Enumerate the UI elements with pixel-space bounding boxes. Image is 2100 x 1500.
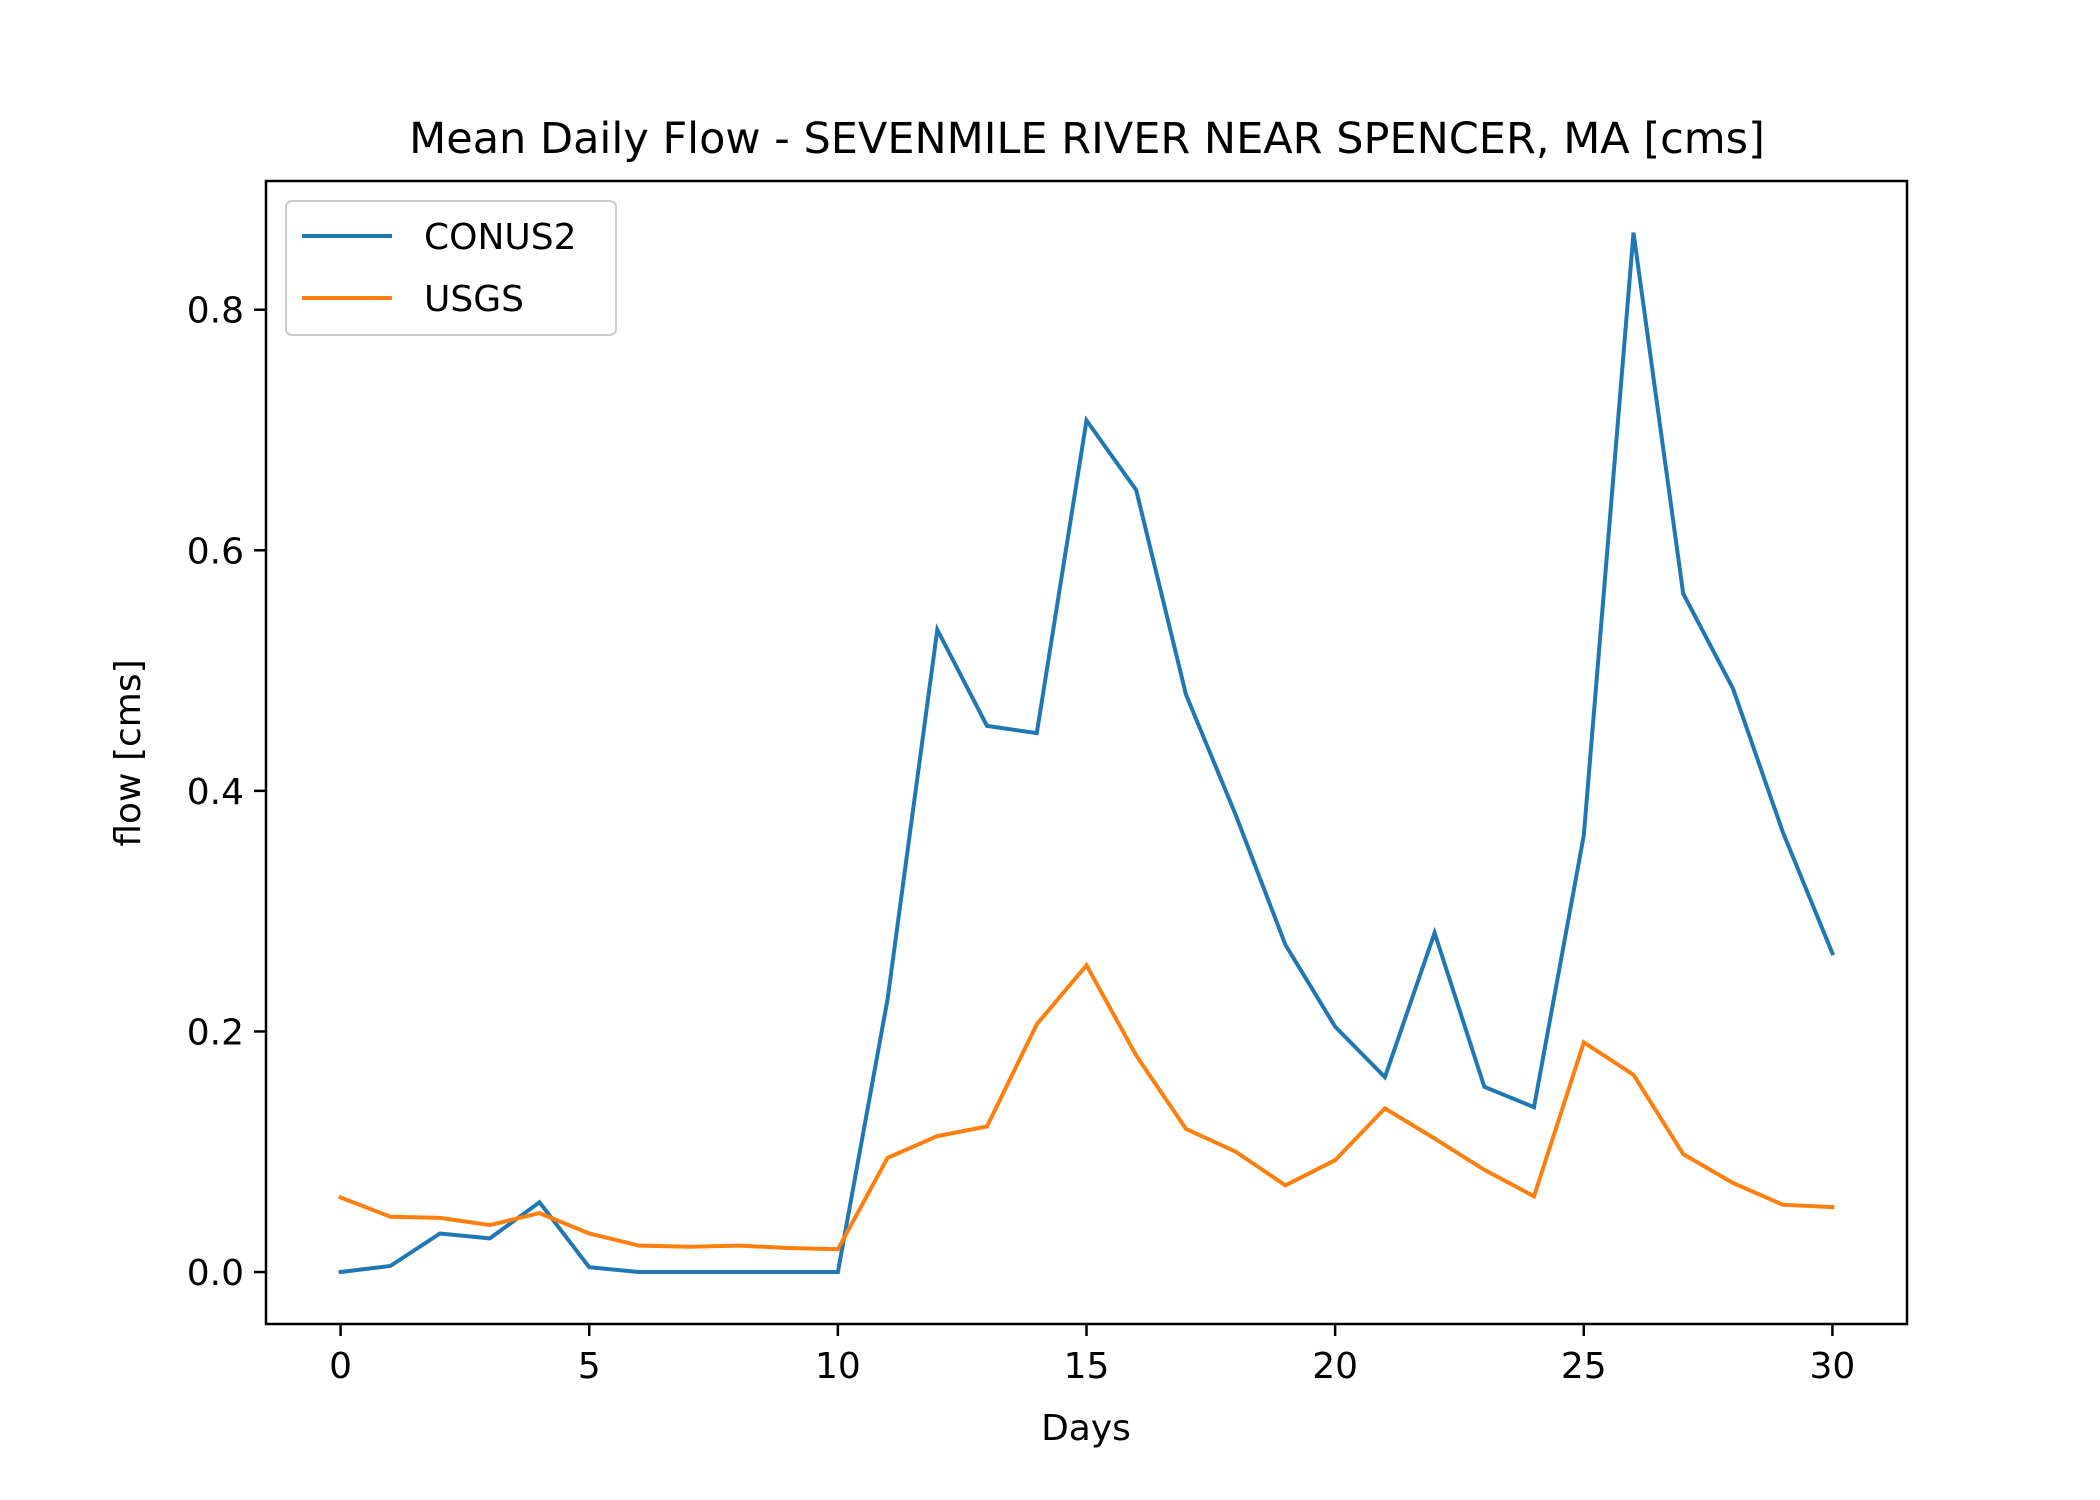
y-tick-label: 0.4 <box>187 772 244 813</box>
x-tick-label: 15 <box>1064 1346 1110 1387</box>
series-line-conus2 <box>338 232 1836 1275</box>
y-tick-label: 0.2 <box>187 1012 244 1053</box>
legend-label-conus2: CONUS2 <box>424 217 577 258</box>
y-tick-label: 0.6 <box>187 531 244 572</box>
chart-title: Mean Daily Flow - SEVENMILE RIVER NEAR S… <box>409 114 1765 164</box>
x-tick-label: 25 <box>1561 1346 1607 1387</box>
x-tick-label: 10 <box>815 1346 861 1387</box>
series-line-usgs <box>338 961 1835 1252</box>
x-tick-label: 5 <box>578 1346 601 1387</box>
plot-area-frame <box>264 179 1909 1326</box>
legend: CONUS2 USGS <box>285 200 617 336</box>
legend-label-usgs: USGS <box>424 279 524 320</box>
x-tick-label: 20 <box>1312 1346 1358 1387</box>
y-tick-label: 0.8 <box>187 291 244 332</box>
x-tick-label: 0 <box>329 1346 352 1387</box>
x-axis-label: Days <box>1041 1408 1131 1449</box>
x-tick-label: 30 <box>1810 1346 1856 1387</box>
y-tick-label: 0.0 <box>187 1253 244 1294</box>
y-axis-label: flow [cms] <box>108 659 149 846</box>
